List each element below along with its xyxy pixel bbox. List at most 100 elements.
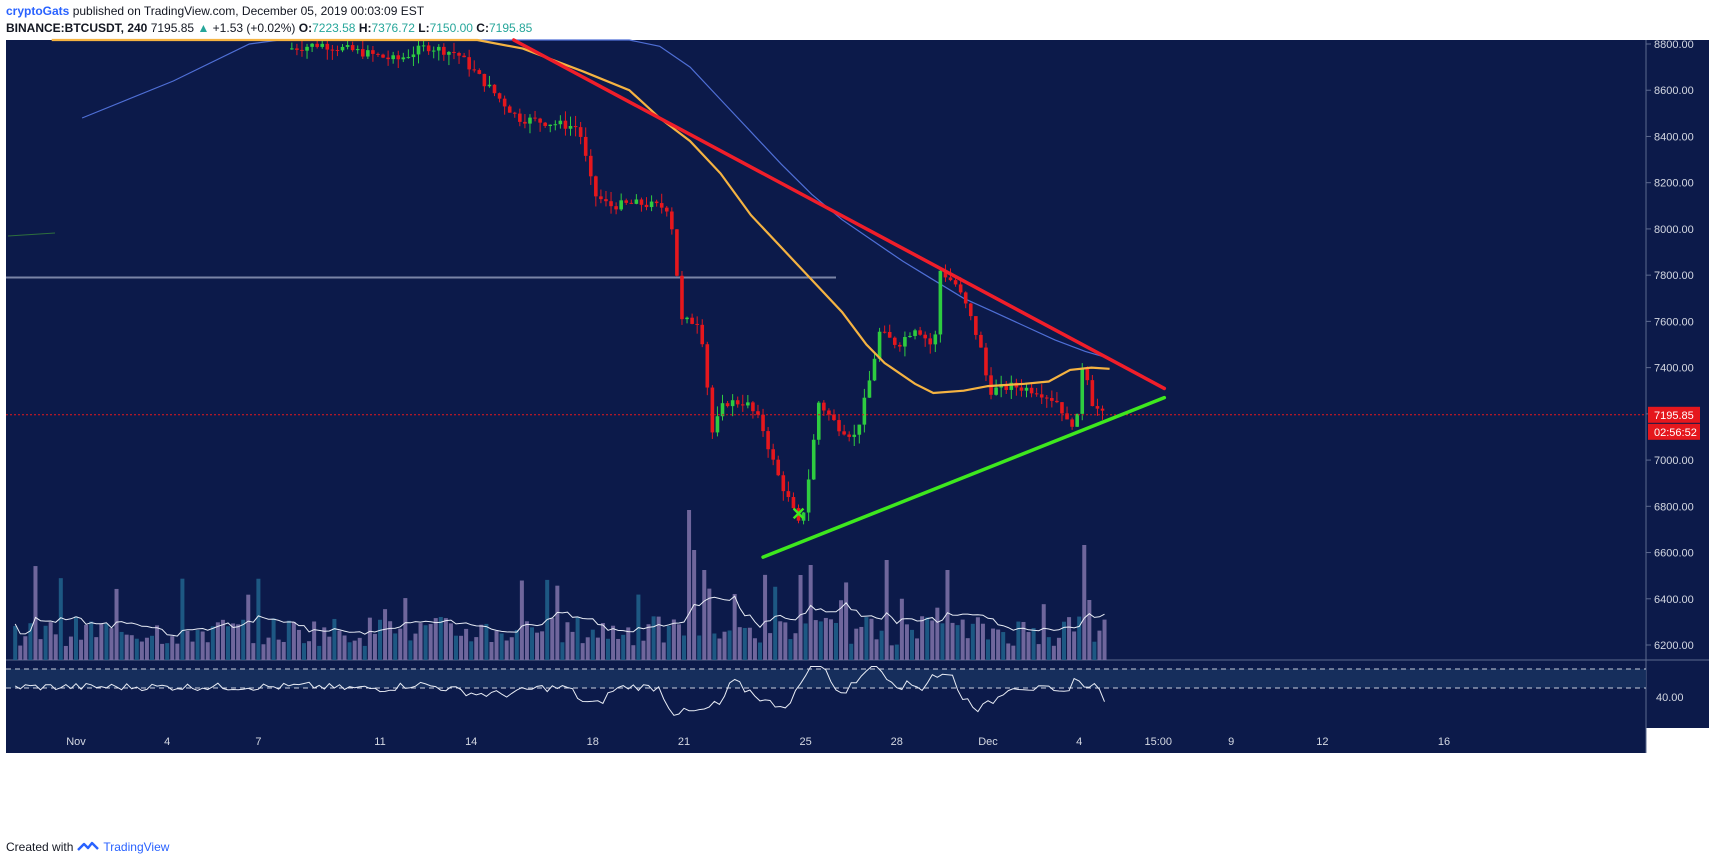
volume-bar — [813, 620, 818, 660]
candle-body — [649, 201, 654, 208]
volume-bar — [803, 623, 808, 660]
volume-bar — [1082, 545, 1087, 660]
volume-bar — [312, 621, 317, 660]
rsi-band — [6, 669, 1646, 688]
volume-bar — [23, 636, 28, 660]
volume-bar — [666, 625, 671, 660]
volume-bar — [124, 634, 129, 660]
volume-bar — [302, 643, 306, 660]
volume-bar — [372, 633, 377, 660]
candle-body — [670, 211, 674, 230]
volume-bar — [236, 624, 241, 660]
volume-bar — [1031, 628, 1036, 660]
candle-body — [705, 344, 710, 388]
price-chart[interactable]: 40.00 8800.00 8600.00 8400.00 8200.00 8000.0… — [0, 0, 1717, 790]
candle-body — [558, 120, 563, 125]
x-tick-label: 4 — [164, 736, 170, 748]
volume-bar — [712, 633, 717, 660]
volume-bar — [423, 625, 428, 660]
plot-area[interactable] — [6, 40, 1646, 728]
y-tick-label: 6200.00 — [1654, 640, 1694, 652]
candle-body — [624, 200, 629, 203]
volume-bar — [205, 642, 210, 660]
volume-bar — [28, 623, 33, 660]
volume-bar — [74, 616, 78, 660]
candle-body — [391, 55, 395, 60]
volume-bar — [940, 623, 945, 660]
candle-body — [497, 93, 502, 99]
candle-body — [918, 330, 922, 335]
volume-bar — [296, 629, 301, 660]
symbol-label: BINANCE:BTCUSDT, 240 — [6, 21, 148, 35]
volume-bar — [246, 594, 251, 660]
volume-bar — [955, 625, 960, 660]
candle-body — [943, 270, 948, 278]
candle-body — [639, 199, 644, 205]
candle-body — [847, 434, 851, 437]
volume-bar — [768, 633, 773, 660]
x-tick-label: 16 — [1438, 736, 1450, 748]
volume-bar — [788, 639, 793, 660]
candle-body — [933, 334, 938, 345]
candle-body — [1095, 406, 1100, 409]
candle-body — [877, 331, 882, 359]
volume-bar — [327, 636, 332, 660]
volume-bar — [737, 627, 742, 660]
candle-body — [305, 46, 309, 51]
candle-body — [781, 475, 786, 492]
volume-bar — [1021, 621, 1026, 660]
volume-bar — [1077, 616, 1082, 660]
candle-body — [756, 411, 760, 415]
candle-body — [644, 204, 649, 208]
volume-bar — [307, 641, 312, 660]
volume-bar — [469, 641, 474, 660]
volume-bar — [119, 631, 124, 660]
volume-bar — [63, 645, 68, 660]
candle-body — [310, 43, 314, 47]
time-axis[interactable] — [6, 728, 1646, 753]
candle-body — [523, 121, 527, 124]
volume-bar — [682, 635, 686, 660]
volume-bar — [175, 643, 180, 660]
volume-bar — [530, 627, 534, 660]
candle-body — [396, 55, 401, 60]
support-trendline[interactable] — [761, 395, 1167, 559]
volume-bar — [661, 642, 666, 660]
volume-bar — [215, 622, 220, 660]
x-tick-label: 25 — [799, 736, 811, 748]
price-axis[interactable] — [1646, 40, 1709, 728]
candle-body — [442, 46, 446, 55]
volume-bar — [996, 629, 1001, 660]
volume-bar — [362, 645, 367, 660]
y-tick-label: 7800.00 — [1654, 270, 1694, 282]
y-tick-label: 7600.00 — [1654, 316, 1694, 328]
candle-body — [695, 323, 699, 325]
volume-bar — [1026, 632, 1031, 660]
volume-bar — [773, 586, 778, 660]
volume-bar — [1051, 645, 1056, 660]
volume-bar — [504, 640, 509, 660]
volume-bar — [834, 622, 838, 660]
volume-bar — [1072, 631, 1077, 660]
change-arrow-icon: ▲ — [197, 21, 210, 35]
candle-body — [827, 410, 831, 415]
candle-body — [1004, 384, 1009, 390]
volume-bar — [261, 644, 266, 660]
resistance-trendline[interactable] — [512, 38, 1167, 391]
volume-bar — [1056, 637, 1061, 660]
tradingview-brand[interactable]: TradingView — [103, 840, 170, 854]
candle-body — [979, 334, 983, 348]
candle-body — [1065, 413, 1069, 420]
volume-bar — [1097, 630, 1102, 660]
volume-bar — [626, 627, 631, 660]
volume-bar — [155, 625, 160, 660]
publisher-name[interactable]: cryptoGats — [6, 4, 70, 18]
candle-body — [832, 414, 836, 421]
candle-body — [822, 402, 826, 411]
volume-bar — [459, 635, 464, 660]
candle-body — [330, 49, 335, 51]
candle-body — [1039, 394, 1044, 398]
candle-body — [609, 201, 613, 207]
y-tick-label: 7400.00 — [1654, 363, 1694, 375]
volume-bar — [226, 626, 230, 660]
